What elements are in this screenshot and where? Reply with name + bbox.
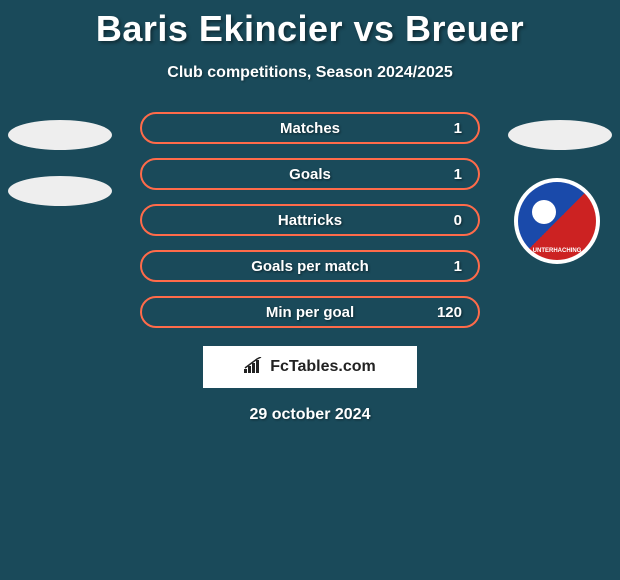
stat-row-hattricks: Hattricks 0: [0, 204, 620, 236]
stat-label: Matches: [280, 120, 340, 137]
page-title: Baris Ekincier vs Breuer: [0, 0, 620, 50]
attribution-text: FcTables.com: [270, 358, 376, 376]
stat-row-goals: Goals 1: [0, 158, 620, 190]
stat-bar: Goals 1: [140, 158, 480, 190]
date-label: 29 october 2024: [0, 406, 620, 424]
stat-value: 1: [454, 258, 462, 275]
stat-label: Min per goal: [266, 304, 354, 321]
stat-label: Hattricks: [278, 212, 342, 229]
subtitle: Club competitions, Season 2024/2025: [0, 64, 620, 82]
stat-bar: Hattricks 0: [140, 204, 480, 236]
stat-label: Goals per match: [251, 258, 369, 275]
stat-value: 1: [454, 166, 462, 183]
stat-value: 1: [454, 120, 462, 137]
stat-row-goals-per-match: Goals per match 1: [0, 250, 620, 282]
stats-container: Matches 1 Goals 1 Hattricks 0 Goals per …: [0, 112, 620, 328]
attribution-box: FcTables.com: [203, 346, 417, 388]
stat-value: 120: [437, 304, 462, 321]
stat-bar: Min per goal 120: [140, 296, 480, 328]
chart-icon: [244, 357, 264, 378]
stat-row-min-per-goal: Min per goal 120: [0, 296, 620, 328]
stat-bar: Matches 1: [140, 112, 480, 144]
stat-value: 0: [454, 212, 462, 229]
stat-label: Goals: [289, 166, 331, 183]
stat-row-matches: Matches 1: [0, 112, 620, 144]
stat-bar: Goals per match 1: [140, 250, 480, 282]
